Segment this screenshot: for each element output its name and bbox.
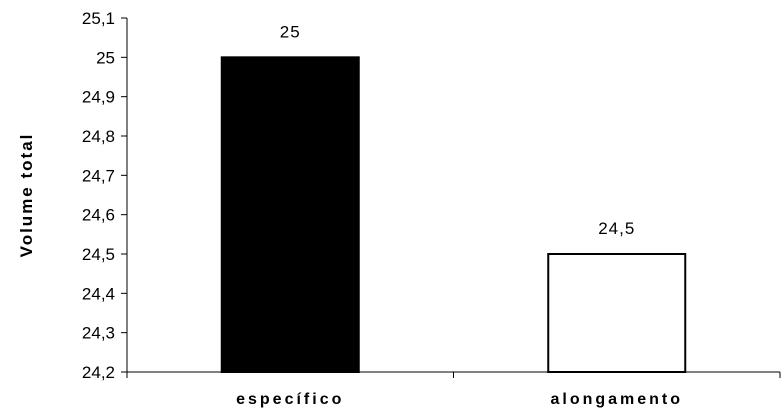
data-labels: 25 24,5 — [280, 22, 635, 238]
y-tick-label: 24,9 — [82, 88, 115, 107]
y-axis-title: Volume total — [17, 133, 36, 258]
y-tick-label: 24,6 — [82, 206, 115, 225]
x-axis-ticks — [126, 372, 781, 378]
y-tick-label: 24,4 — [82, 284, 115, 303]
y-tick-label: 24,8 — [82, 127, 115, 146]
bar-1 — [547, 253, 687, 373]
y-tick-label: 25 — [96, 48, 115, 67]
data-label-1: 24,5 — [598, 219, 635, 238]
y-tick-label: 24,7 — [82, 166, 115, 185]
y-tick-label: 24,2 — [82, 363, 115, 382]
category-labels: específico alongamento — [236, 391, 683, 408]
y-axis-ticks: 24,2 24,3 24,4 24,5 24,6 24,7 24,8 24,9 25 25,1 — [82, 9, 127, 382]
y-tick-label: 24,3 — [82, 324, 115, 343]
bar-0 — [220, 56, 360, 373]
category-label-1: alongamento — [550, 391, 683, 408]
y-tick-label: 24,5 — [82, 245, 115, 264]
bars — [220, 56, 687, 373]
category-label-0: específico — [236, 391, 344, 408]
data-label-0: 25 — [280, 22, 301, 41]
y-tick-label: 25,1 — [82, 9, 115, 28]
